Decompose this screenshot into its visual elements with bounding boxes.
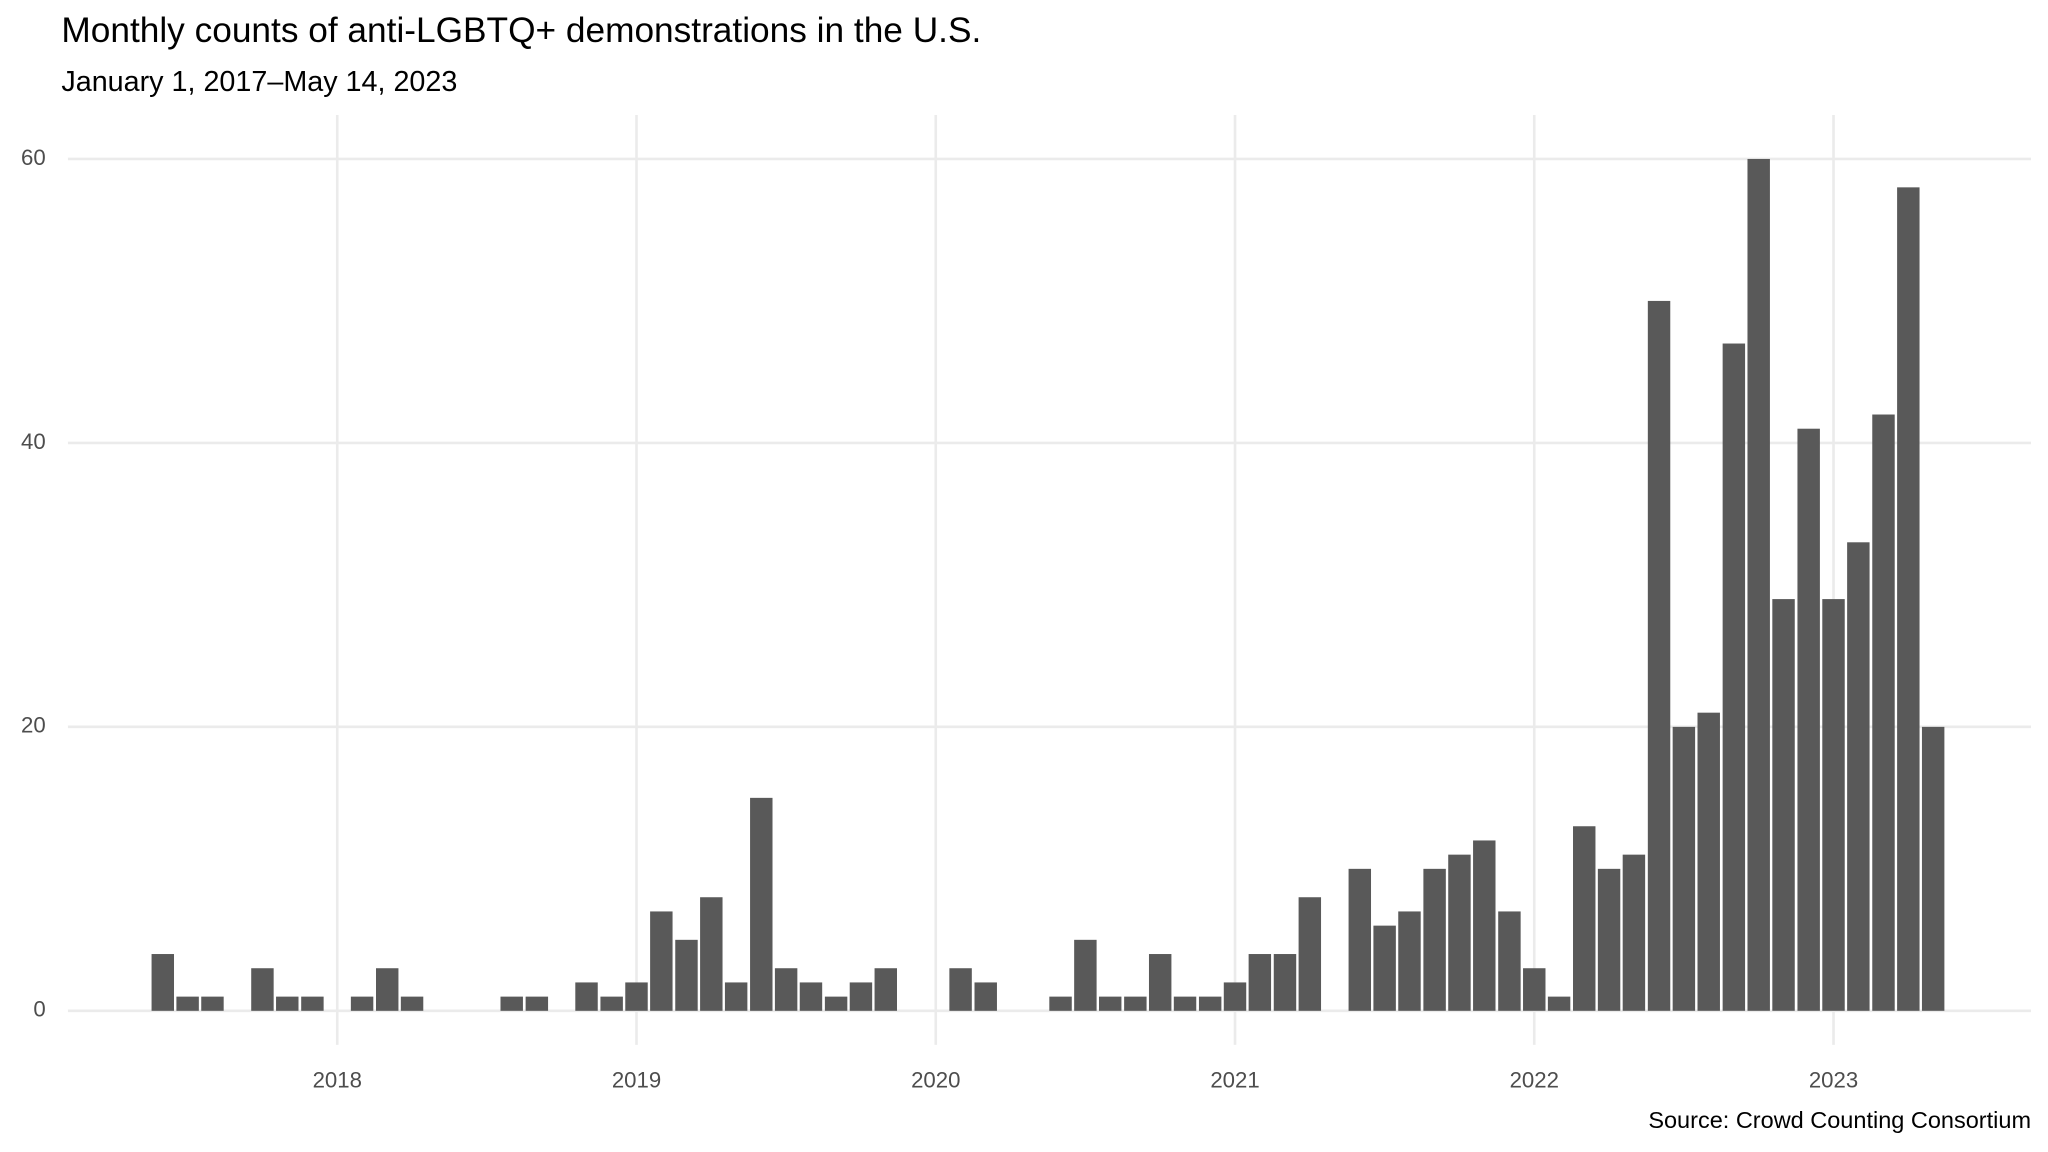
bar bbox=[151, 954, 175, 1011]
bar bbox=[1847, 542, 1870, 1011]
bar bbox=[675, 939, 698, 1011]
bar bbox=[874, 968, 897, 1011]
bar bbox=[1473, 840, 1496, 1011]
bar bbox=[1198, 996, 1222, 1011]
bar bbox=[350, 996, 374, 1011]
y-tick-label: 0 bbox=[33, 997, 45, 1022]
x-tick-label: 2019 bbox=[612, 1067, 661, 1092]
bar bbox=[400, 996, 424, 1011]
bar bbox=[724, 982, 748, 1011]
bar bbox=[1373, 925, 1396, 1011]
bar bbox=[176, 996, 199, 1011]
bar bbox=[1822, 599, 1845, 1011]
bar bbox=[1049, 996, 1072, 1011]
bar bbox=[1348, 868, 1372, 1011]
bar bbox=[1547, 996, 1571, 1011]
bar bbox=[1074, 939, 1097, 1011]
bar bbox=[1722, 343, 1746, 1011]
y-tick-label: 40 bbox=[21, 429, 46, 454]
chart-title: Monthly counts of anti-LGBTQ+ demonstrat… bbox=[61, 11, 981, 50]
bar bbox=[1298, 897, 1322, 1011]
bar bbox=[774, 968, 798, 1011]
bar bbox=[600, 996, 623, 1011]
x-tick-label: 2021 bbox=[1210, 1067, 1259, 1092]
bar bbox=[650, 911, 673, 1011]
bar bbox=[1672, 726, 1696, 1011]
caption: Source: Crowd Counting Consortium bbox=[1648, 1107, 2031, 1133]
bar bbox=[575, 982, 598, 1011]
bar bbox=[1223, 982, 1247, 1011]
y-tick-label: 20 bbox=[21, 713, 46, 738]
bar bbox=[1622, 854, 1646, 1011]
bar bbox=[1647, 300, 1671, 1011]
bar bbox=[1098, 996, 1122, 1011]
bar bbox=[1897, 187, 1920, 1011]
chart-subtitle: January 1, 2017–May 14, 2023 bbox=[61, 66, 457, 98]
bar bbox=[251, 968, 274, 1011]
bar bbox=[201, 996, 224, 1011]
bar bbox=[1697, 712, 1720, 1011]
bar bbox=[1772, 599, 1795, 1011]
bar bbox=[301, 996, 324, 1011]
bar bbox=[700, 897, 723, 1011]
y-tick-label: 60 bbox=[21, 145, 46, 170]
x-tick-label: 2023 bbox=[1809, 1067, 1858, 1092]
bar bbox=[799, 982, 823, 1011]
x-tick-label: 2018 bbox=[313, 1067, 362, 1092]
bar bbox=[1747, 158, 1770, 1011]
bar bbox=[1921, 726, 1945, 1011]
bar bbox=[1148, 954, 1172, 1011]
bar bbox=[974, 982, 997, 1011]
bar bbox=[1448, 854, 1471, 1011]
bar bbox=[276, 996, 299, 1011]
bar bbox=[1872, 414, 1895, 1011]
bar bbox=[1523, 968, 1546, 1011]
bar bbox=[1423, 868, 1446, 1011]
bar bbox=[1797, 428, 1820, 1011]
bar bbox=[1273, 954, 1297, 1011]
bar bbox=[1597, 868, 1621, 1011]
bar bbox=[500, 996, 523, 1011]
bar bbox=[949, 968, 972, 1011]
x-tick-label: 2022 bbox=[1510, 1067, 1559, 1092]
bar bbox=[1398, 911, 1421, 1011]
bar bbox=[1573, 826, 1596, 1011]
bar bbox=[1173, 996, 1197, 1011]
bar bbox=[750, 797, 773, 1011]
bar bbox=[824, 996, 848, 1011]
bar bbox=[1248, 954, 1272, 1011]
bar bbox=[375, 968, 399, 1011]
bar bbox=[1124, 996, 1147, 1011]
x-tick-label: 2020 bbox=[911, 1067, 960, 1092]
bar bbox=[849, 982, 873, 1011]
bar bbox=[1498, 911, 1521, 1011]
bar bbox=[625, 982, 648, 1011]
bar bbox=[525, 996, 549, 1011]
